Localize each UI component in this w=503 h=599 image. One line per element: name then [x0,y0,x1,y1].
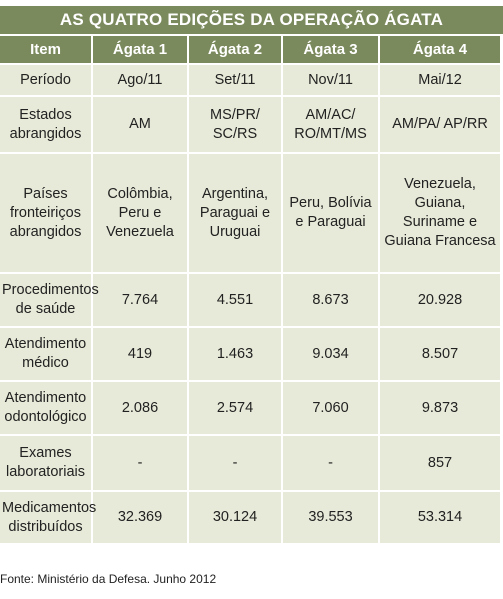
header-agata-1: Ágata 1 [91,36,189,64]
table-cell: 32.369 [91,490,189,545]
table-row: Exames laboratoriais - - - 857 [0,434,502,492]
table-cell: MS/PR/ SC/RS [187,95,283,154]
row-label: Estados abrangidos [0,95,93,154]
row-label: Países fronteiriços abrangidos [0,152,93,274]
table-cell: Ago/11 [91,63,189,97]
row-label: Procedimentos de saúde [0,272,99,328]
header-row: Item Ágata 1 Ágata 2 Ágata 3 Ágata 4 [0,36,502,64]
table-cell: Nov/11 [281,63,380,97]
table-cell: Peru, Bolívia e Paraguai [281,152,380,274]
table-cell: AM [91,95,189,154]
table-cell: 20.928 [378,272,502,328]
header-agata-2: Ágata 2 [187,36,283,64]
row-label: Período [0,63,93,97]
table-cell: 8.507 [378,326,502,382]
table-cell: - [91,434,189,492]
table-cell: 9.034 [281,326,380,382]
header-agata-3: Ágata 3 [281,36,380,64]
table-cell: 9.873 [378,380,502,436]
table-row: Atendimento odontológico 2.086 2.574 7.0… [0,380,502,436]
table-cell: 2.574 [187,380,283,436]
row-label: Exames laboratoriais [0,434,93,492]
table-cell: 7.764 [91,272,189,328]
table-row: Atendimento médico 419 1.463 9.034 8.507 [0,326,502,382]
table-cell: - [281,434,380,492]
table-cell: Venezuela, Guiana, Suriname e Guiana Fra… [378,152,502,274]
table-cell: 7.060 [281,380,380,436]
table-cell: AM/AC/ RO/MT/MS [281,95,380,154]
table-cell: 8.673 [281,272,380,328]
header-item: Item [0,36,93,64]
table-row: Procedimentos de saúde 7.764 4.551 8.673… [0,272,502,328]
table-row: Países fronteiriços abrangidos Colômbia,… [0,152,502,274]
table-row: Estados abrangidos AM MS/PR/ SC/RS AM/AC… [0,95,502,154]
agata-table: Item Ágata 1 Ágata 2 Ágata 3 Ágata 4 Per… [0,36,502,545]
table-cell: 4.551 [187,272,283,328]
row-label: Atendimento odontológico [0,380,93,436]
table-row: Período Ago/11 Set/11 Nov/11 Mai/12 [0,63,502,97]
table-title: AS QUATRO EDIÇÕES DA OPERAÇÃO ÁGATA [0,6,503,34]
table-cell: 2.086 [91,380,189,436]
header-agata-4: Ágata 4 [378,36,502,64]
table-cell: 30.124 [187,490,283,545]
table-row: Medicamentos distribuídos 32.369 30.124 … [0,490,502,545]
table-cell: 857 [378,434,502,492]
table-cell: Set/11 [187,63,283,97]
table-cell: 419 [91,326,189,382]
table-cell: 1.463 [187,326,283,382]
table-cell: Mai/12 [378,63,502,97]
table-cell: AM/PA/ AP/RR [378,95,502,154]
table-cell: 53.314 [378,490,502,545]
table-cell: Colômbia, Peru e Venezuela [91,152,189,274]
table-cell: - [187,434,283,492]
table-cell: 39.553 [281,490,380,545]
row-label: Medicamentos distribuídos [0,490,96,545]
row-label: Atendimento médico [0,326,93,382]
source-note: Fonte: Ministério da Defesa. Junho 2012 [0,572,217,586]
table-cell: Argentina, Paraguai e Uruguai [187,152,283,274]
